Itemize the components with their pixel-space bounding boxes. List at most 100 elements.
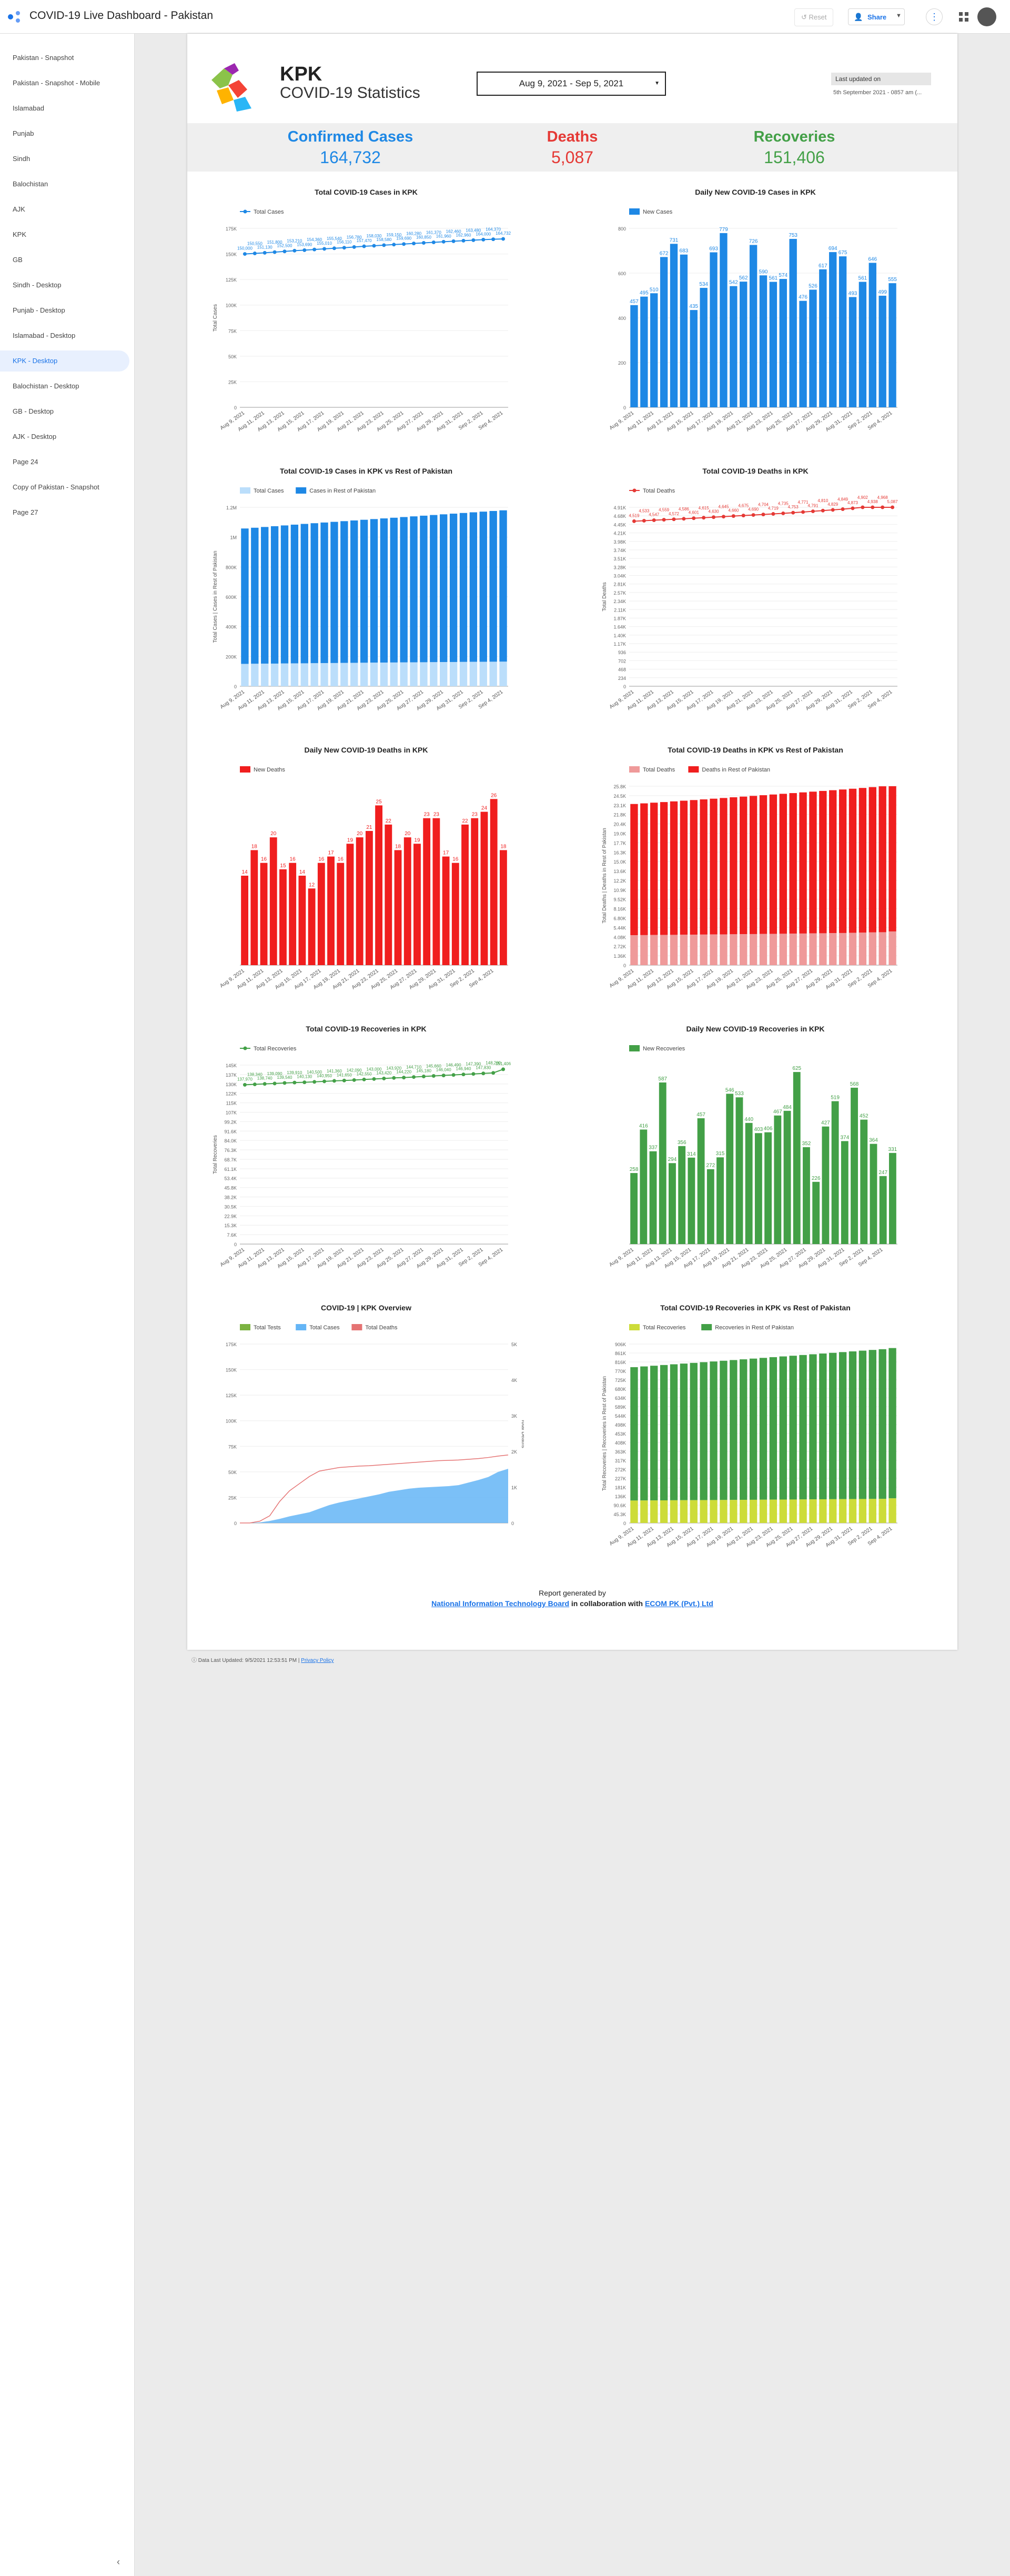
bar-segment-rest xyxy=(759,795,767,934)
bar xyxy=(789,238,797,407)
sidebar-item-page-27[interactable]: Page 27 xyxy=(13,508,38,516)
privacy-policy-link[interactable]: Privacy Policy xyxy=(301,1658,334,1663)
y-tick-label: 680K xyxy=(615,1387,626,1392)
bar-data-label: 467 xyxy=(773,1109,782,1115)
chart-daily-new-covid-19-deaths-in-kpk[interactable]: Daily New COVID-19 Deaths in KPK New Deat… xyxy=(208,744,524,997)
y-tick-label: 45.3K xyxy=(613,1512,626,1517)
point-data-label: 4,519 xyxy=(629,513,640,518)
bar-segment-region xyxy=(489,661,497,686)
apps-grid-icon[interactable] xyxy=(958,12,969,22)
sidebar-item-pakistan-snapshot[interactable]: Pakistan - Snapshot xyxy=(13,54,74,62)
point-data-label: 140,950 xyxy=(317,1074,332,1078)
y-tick-label: 99.2K xyxy=(224,1119,237,1125)
chart-total-covid-19-recoveries-in-kpk-vs-rest-of-pakistan[interactable]: Total COVID-19 Recoveries in KPK vs Rest… xyxy=(598,1302,913,1555)
bar-segment-region xyxy=(380,663,388,686)
sidebar-item-kpk-desktop[interactable]: KPK - Desktop xyxy=(0,350,129,372)
point-data-label: 148,280 xyxy=(486,1061,501,1066)
line-point xyxy=(871,505,875,509)
sidebar-item-balochistan[interactable]: Balochistan xyxy=(13,180,48,188)
y-tick-label: 317K xyxy=(615,1458,626,1464)
y-tick-label: 45.8K xyxy=(224,1186,237,1191)
legend-marker xyxy=(243,1046,247,1050)
bar-data-label: 23 xyxy=(433,812,440,818)
point-data-label: 4,902 xyxy=(857,495,868,500)
legend-swatch xyxy=(629,1045,640,1051)
sidebar-item-gb-desktop[interactable]: GB - Desktop xyxy=(13,407,54,415)
chart-daily-new-covid-19-recoveries-in-kpk[interactable]: Daily New COVID-19 Recoveries in KPK New … xyxy=(598,1023,913,1276)
sidebar-item-islamabad-desktop[interactable]: Islamabad - Desktop xyxy=(13,332,76,339)
ecom-link[interactable]: ECOM PK (Pvt.) Ltd xyxy=(644,1599,713,1608)
sidebar-item-balochistan-desktop[interactable]: Balochistan - Desktop xyxy=(13,382,79,390)
line-point xyxy=(702,516,706,520)
bar-data-label: 374 xyxy=(840,1135,849,1140)
account-avatar[interactable] xyxy=(977,7,996,26)
bar-data-label: 315 xyxy=(716,1151,725,1157)
bar xyxy=(385,824,392,965)
bar-segment-rest xyxy=(469,512,478,662)
bar-segment-region xyxy=(720,934,728,965)
sidebar-item-page-24[interactable]: Page 24 xyxy=(13,458,38,466)
line-point xyxy=(292,1080,297,1085)
bar-data-label: 17 xyxy=(328,850,334,856)
sidebar-item-pakistan-snapshot-mobile[interactable]: Pakistan - Snapshot - Mobile xyxy=(13,79,100,87)
line-point xyxy=(302,1080,307,1085)
y-tick-label: 75K xyxy=(228,328,237,334)
reset-button[interactable]: ↺ Reset xyxy=(794,8,834,26)
bar-data-label: 694 xyxy=(829,246,837,252)
bar-data-label: 17 xyxy=(443,850,449,856)
chevron-down-icon[interactable]: ▼ xyxy=(896,13,902,19)
bar-data-label: 519 xyxy=(831,1095,840,1101)
bar-segment-region xyxy=(280,663,289,686)
chart-svg: Daily New COVID-19 Recoveries in KPK New … xyxy=(608,1025,897,1270)
y-tick-label: 2.57K xyxy=(613,590,626,596)
bar-segment-rest xyxy=(251,527,259,664)
more-options-icon[interactable]: ⋮ xyxy=(926,8,943,25)
sidebar-item-islamabad[interactable]: Islamabad xyxy=(13,104,44,112)
y-right-axis-label: Total Deaths xyxy=(520,1419,524,1448)
date-range-picker[interactable]: Aug 9, 2021 - Sep 5, 2021 ▼ xyxy=(477,72,666,96)
sidebar-item-punjab[interactable]: Punjab xyxy=(13,129,34,137)
sidebar-item-ajk[interactable]: AJK xyxy=(13,205,25,213)
chart-total-covid-19-cases-in-kpk[interactable]: Total COVID-19 Cases in KPK Total Cases 0 2… xyxy=(208,186,524,439)
legend-swatch xyxy=(629,208,640,215)
y-tick-label: 0 xyxy=(234,1521,237,1526)
point-data-label: 4,735 xyxy=(778,501,789,506)
bar-data-label: 510 xyxy=(650,287,659,293)
region-title: KPK xyxy=(280,63,322,85)
sidebar-item-sindh[interactable]: Sindh xyxy=(13,155,31,163)
y-tick-label: 19.0K xyxy=(613,831,626,836)
bar xyxy=(740,282,748,407)
chart-total-covid-19-deaths-in-kpk-vs-rest-of-pakistan[interactable]: Total COVID-19 Deaths in KPK vs Rest of … xyxy=(598,744,913,997)
point-data-label: 150,000 xyxy=(237,246,252,251)
sidebar-item-ajk-desktop[interactable]: AJK - Desktop xyxy=(13,433,57,440)
kpi-confirmed-label: Confirmed Cases xyxy=(287,128,413,145)
nitb-link[interactable]: National Information Technology Board xyxy=(431,1599,570,1608)
chart-daily-new-covid-19-cases-in-kpk[interactable]: Daily New COVID-19 Cases in KPK New Cases… xyxy=(598,186,913,439)
sidebar-item-sindh-desktop[interactable]: Sindh - Desktop xyxy=(13,281,62,289)
point-data-label: 4,559 xyxy=(659,508,670,513)
y-tick-label: 8.16K xyxy=(613,907,626,912)
chart-covid-19-kpk-overview[interactable]: COVID-19 | KPK Overview Total Tests Total … xyxy=(208,1302,524,1555)
bar-segment-region xyxy=(660,935,668,965)
bar-segment-region xyxy=(670,1500,678,1523)
bar-segment-rest xyxy=(809,791,817,934)
y-tick-label: 23.1K xyxy=(613,803,626,808)
point-data-label: 156,110 xyxy=(337,240,352,245)
collapse-sidebar-icon[interactable]: ‹ xyxy=(117,2557,120,2567)
bar-segment-region xyxy=(330,663,338,686)
share-button[interactable]: 👤 Share ▼ xyxy=(848,8,905,25)
sidebar-item-punjab-desktop[interactable]: Punjab - Desktop xyxy=(13,306,65,314)
bar-data-label: 546 xyxy=(725,1087,734,1093)
chart-total-covid-19-deaths-in-kpk[interactable]: Total COVID-19 Deaths in KPK Total Deaths… xyxy=(598,465,913,718)
y-tick-label: 234 xyxy=(618,676,626,681)
sidebar-item-gb[interactable]: GB xyxy=(13,256,23,264)
sidebar-item-copy-of-pakistan-snapshot[interactable]: Copy of Pakistan - Snapshot xyxy=(13,483,99,491)
bar-data-label: 476 xyxy=(799,295,807,300)
chart-total-covid-19-recoveries-in-kpk[interactable]: Total COVID-19 Recoveries in KPK Total Re… xyxy=(208,1023,524,1276)
bar-segment-region xyxy=(779,934,787,965)
line-point xyxy=(642,518,646,523)
point-data-label: 143,420 xyxy=(376,1070,391,1075)
bar-data-label: 753 xyxy=(789,233,797,238)
chart-total-covid-19-cases-in-kpk-vs-rest-of-pakistan[interactable]: Total COVID-19 Cases in KPK vs Rest of P… xyxy=(208,465,524,718)
sidebar-item-kpk[interactable]: KPK xyxy=(13,230,27,238)
